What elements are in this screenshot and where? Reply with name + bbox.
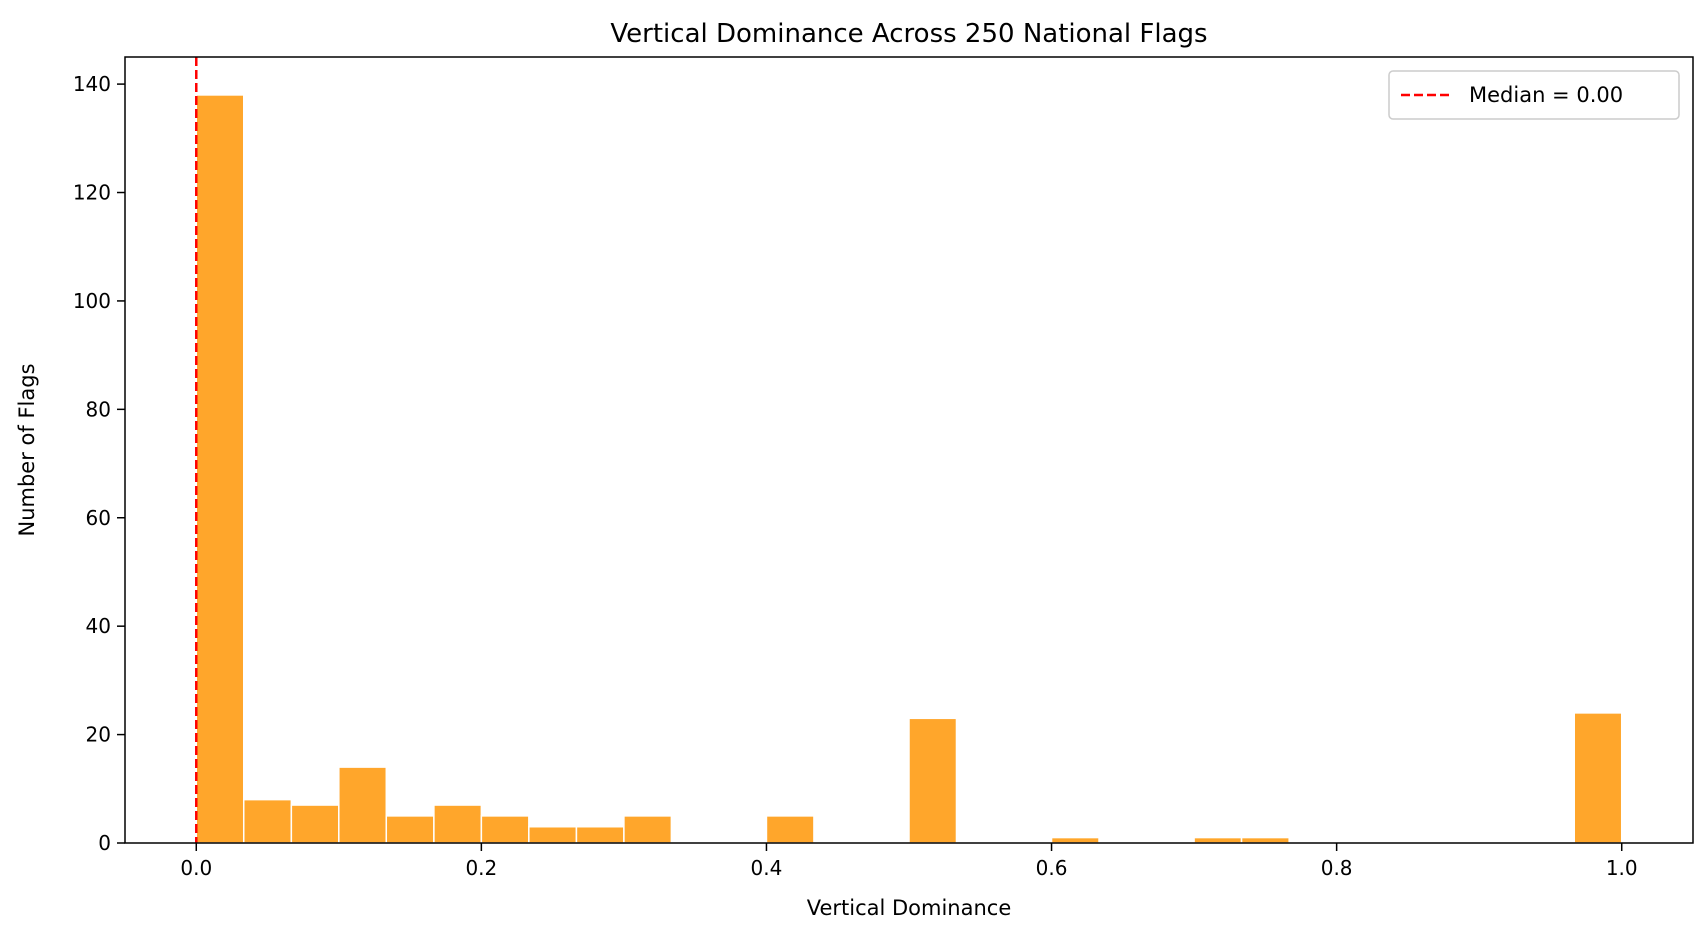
legend-median-label: Median = 0.00 bbox=[1469, 83, 1623, 107]
legend: Median = 0.00 bbox=[1388, 70, 1680, 120]
y-tick-label: 20 bbox=[86, 723, 111, 747]
histogram-bar bbox=[623, 815, 673, 844]
x-axis-label: Vertical Dominance bbox=[807, 896, 1012, 920]
histogram-bar bbox=[1240, 836, 1290, 844]
y-tick-label: 60 bbox=[86, 506, 111, 530]
histogram-bar bbox=[433, 804, 483, 844]
plot-frame bbox=[124, 56, 1694, 844]
x-tick-label: 0.2 bbox=[465, 856, 497, 880]
histogram-bar bbox=[575, 825, 625, 844]
x-tick-label: 1.0 bbox=[1606, 856, 1638, 880]
histogram-bar bbox=[528, 825, 578, 844]
histogram-bar bbox=[385, 815, 435, 844]
legend-box bbox=[1388, 70, 1680, 120]
y-tick-label: 0 bbox=[98, 831, 111, 855]
histogram-bar bbox=[338, 766, 388, 844]
x-tick-label: 0.4 bbox=[751, 856, 783, 880]
histogram-bar bbox=[195, 94, 245, 844]
y-axis-label: Number of Flags bbox=[15, 363, 39, 536]
histogram-bar bbox=[908, 717, 958, 844]
y-tick-label: 120 bbox=[73, 181, 111, 205]
y-axis: 0 20 40 60 80 100 120 140 bbox=[73, 72, 125, 855]
y-tick-label: 140 bbox=[73, 72, 111, 96]
histogram-bar bbox=[242, 798, 293, 844]
histogram-bar bbox=[290, 804, 340, 844]
x-tick-label: 0.6 bbox=[1036, 856, 1068, 880]
y-tick-label: 40 bbox=[86, 614, 111, 638]
histogram-bar bbox=[480, 815, 530, 844]
histogram-bar bbox=[1573, 712, 1623, 844]
histogram-bar bbox=[765, 815, 815, 844]
x-tick-label: 0.0 bbox=[180, 856, 212, 880]
histogram-bar bbox=[1050, 836, 1100, 844]
x-axis: 0.0 0.2 0.4 0.6 0.8 1.0 bbox=[180, 843, 1638, 880]
x-tick-label: 0.8 bbox=[1321, 856, 1353, 880]
histogram-bar bbox=[1193, 836, 1243, 844]
y-tick-label: 80 bbox=[86, 397, 111, 421]
y-tick-label: 100 bbox=[73, 289, 111, 313]
bars-group bbox=[195, 94, 1623, 844]
chart-title: Vertical Dominance Across 250 National F… bbox=[610, 19, 1207, 49]
